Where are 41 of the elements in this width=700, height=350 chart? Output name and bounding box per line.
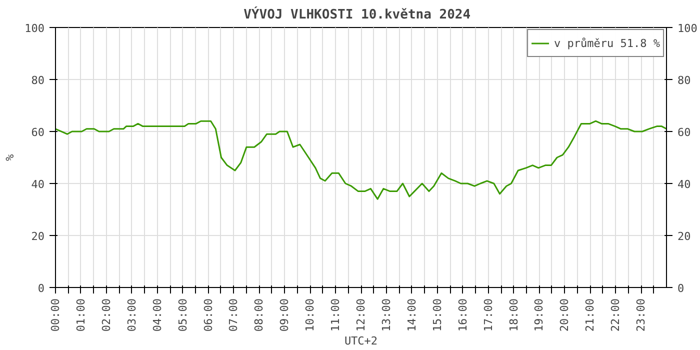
- x-tick-label: 03:00: [125, 298, 138, 332]
- x-tick-label: 20:00: [558, 298, 572, 332]
- x-tick-label: 04:00: [150, 298, 164, 332]
- y-tick-label: 20: [31, 230, 45, 243]
- x-tick-label: 00:00: [49, 298, 62, 332]
- x-tick-label: 16:00: [456, 298, 470, 332]
- y-tick-label: 60: [31, 126, 45, 139]
- y2-tick-label: 60: [678, 126, 691, 139]
- y2-tick-label: 20: [678, 230, 691, 243]
- y-tick-label: 0: [38, 282, 44, 295]
- x-tick-label: 21:00: [584, 298, 597, 332]
- y2-tick-label: 100: [678, 22, 698, 35]
- x-tick-label: 02:00: [100, 298, 113, 332]
- x-tick-label: 13:00: [380, 298, 393, 332]
- x-tick-label: 09:00: [278, 298, 292, 332]
- y-tick-label: 80: [31, 74, 45, 87]
- x-tick-label: 07:00: [227, 298, 240, 332]
- x-tick-label: 11:00: [329, 298, 342, 332]
- x-tick-label: 19:00: [532, 298, 546, 332]
- x-tick-label: 23:00: [634, 298, 648, 332]
- y-axis-title: %: [4, 154, 17, 161]
- x-tick-label: 06:00: [202, 298, 215, 332]
- y2-tick-label: 0: [678, 282, 684, 295]
- x-tick-label: 05:00: [176, 298, 190, 332]
- y2-tick-label: 40: [678, 178, 691, 191]
- y-tick-label: 100: [24, 22, 45, 35]
- x-tick-label: 15:00: [430, 298, 444, 332]
- x-axis-title: UTC+2: [344, 334, 378, 348]
- x-tick-label: 08:00: [252, 298, 266, 332]
- x-tick-label: 14:00: [405, 298, 418, 332]
- x-tick-label: 01:00: [74, 298, 88, 332]
- x-tick-label: 10:00: [304, 298, 317, 332]
- line-series: [56, 120, 666, 200]
- y2-tick-label: 80: [678, 74, 691, 87]
- x-tick-label: 22:00: [609, 298, 622, 332]
- x-tick-label: 17:00: [482, 298, 495, 332]
- y-tick-label: 40: [31, 178, 45, 191]
- x-tick-label: 12:00: [354, 298, 368, 332]
- chart-title: VÝVOJ VLHKOSTI 10.května 2024: [244, 6, 471, 22]
- x-tick-label: 18:00: [507, 298, 520, 332]
- legend-label: v průměru 51.8 %: [554, 36, 660, 50]
